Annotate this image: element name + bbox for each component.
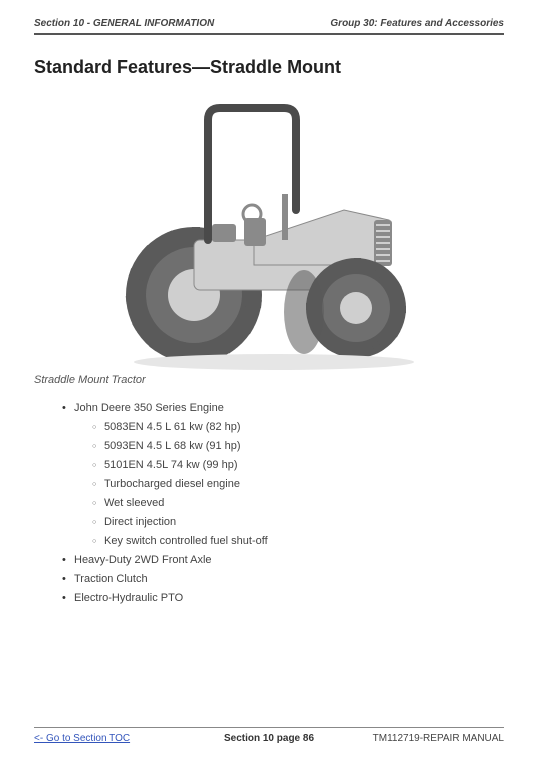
figure-caption: Straddle Mount Tractor [34,374,504,386]
page-header: Section 10 - GENERAL INFORMATION Group 3… [34,18,504,35]
feature-sublist: 5083EN 4.5 L 61 kw (82 hp) 5093EN 4.5 L 6… [74,421,504,547]
feature-item: Heavy-Duty 2WD Front Axle [62,554,504,566]
features-list: John Deere 350 Series Engine 5083EN 4.5 L… [34,402,504,604]
figure-area [34,90,504,370]
feature-subitem: 5101EN 4.5L 74 kw (99 hp) [92,459,504,471]
footer-right: TM112719-REPAIR MANUAL [373,733,504,744]
footer-center: Section 10 page 86 [224,733,314,744]
feature-subitem: Turbocharged diesel engine [92,478,504,490]
feature-item: John Deere 350 Series Engine 5083EN 4.5 L… [62,402,504,547]
feature-item: Electro-Hydraulic PTO [62,592,504,604]
feature-subitem: Direct injection [92,516,504,528]
feature-label: Electro-Hydraulic PTO [74,592,183,604]
feature-label: John Deere 350 Series Engine [74,402,224,414]
toc-link[interactable]: <- Go to Section TOC [34,733,130,744]
feature-label: Traction Clutch [74,573,148,585]
page-title: Standard Features—Straddle Mount [34,57,504,78]
header-right: Group 30: Features and Accessories [330,18,504,29]
feature-item: Traction Clutch [62,573,504,585]
header-left: Section 10 - GENERAL INFORMATION [34,18,214,29]
feature-subitem: Wet sleeved [92,497,504,509]
tractor-illustration [104,90,434,370]
feature-subitem: 5083EN 4.5 L 61 kw (82 hp) [92,421,504,433]
feature-subitem: 5093EN 4.5 L 68 kw (91 hp) [92,440,504,452]
feature-label: Heavy-Duty 2WD Front Axle [74,554,212,566]
page-footer: <- Go to Section TOC Section 10 page 86 … [34,727,504,744]
feature-subitem: Key switch controlled fuel shut-off [92,535,504,547]
